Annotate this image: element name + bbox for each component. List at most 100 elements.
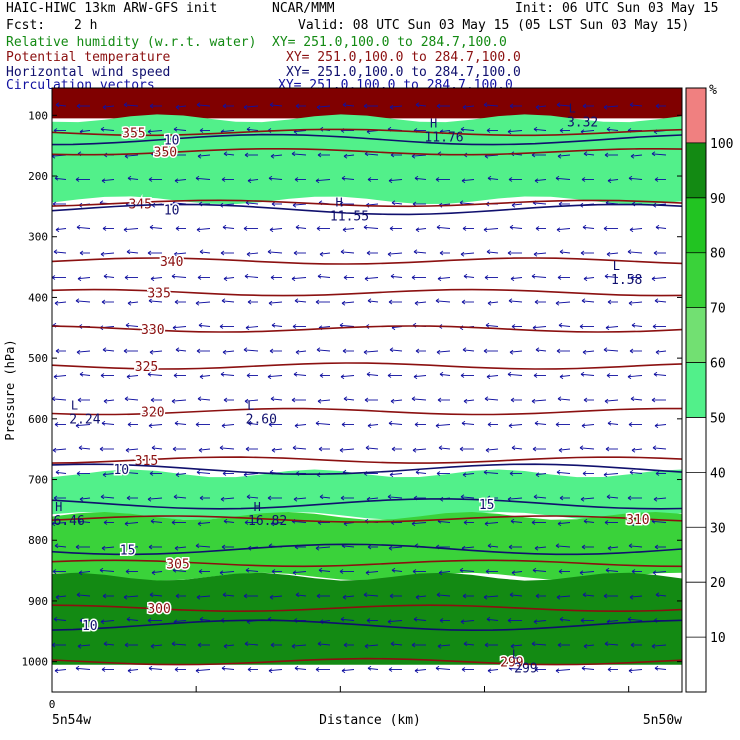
vector-arrow-head xyxy=(579,445,584,451)
vector-arrow-head xyxy=(535,472,540,478)
vector-arrow-head xyxy=(534,667,539,672)
vector-arrow xyxy=(318,326,331,329)
vector-arrow xyxy=(582,350,595,353)
vector-arrow xyxy=(75,667,91,670)
vector-arrow-head xyxy=(534,545,539,551)
vector-arrow-head xyxy=(292,570,297,576)
vector-arrow xyxy=(631,324,643,327)
vector-arrow-head xyxy=(387,494,392,500)
vector-arrow xyxy=(343,154,355,157)
vector-arrow-head xyxy=(77,643,82,649)
vector-arrow-head xyxy=(363,592,368,598)
vector-arrow xyxy=(459,202,475,205)
vector-arrow xyxy=(246,252,259,255)
vector-arrow xyxy=(653,497,667,500)
vector-arrow-head xyxy=(606,251,611,257)
vector-arrow xyxy=(651,644,667,647)
vector-arrow-head xyxy=(102,347,107,353)
vector-arrow-head xyxy=(535,593,540,599)
vector-arrow-head xyxy=(531,641,536,647)
vector-arrow-head xyxy=(245,567,250,573)
vector-arrow xyxy=(197,154,211,157)
vector-arrow xyxy=(628,545,643,548)
vector-arrow-head xyxy=(126,128,131,133)
vector-arrow-head xyxy=(654,298,659,304)
vector-arrow-head xyxy=(78,445,83,451)
y-tick-label: 100 xyxy=(28,109,48,122)
vector-arrow-head xyxy=(126,374,131,380)
vector-arrow xyxy=(79,497,91,500)
vector-arrow-head xyxy=(222,349,227,355)
vector-arrow-head xyxy=(271,322,276,328)
vector-arrow xyxy=(102,349,115,352)
vector-arrow-head xyxy=(387,251,392,257)
vector-arrow-head xyxy=(172,446,177,452)
vector-arrow-head xyxy=(79,371,84,377)
vector-arrow-head xyxy=(269,594,274,600)
vector-arrow-head xyxy=(437,643,442,649)
vector-arrow-head xyxy=(629,594,634,600)
vector-arrow-head xyxy=(555,422,560,427)
vector-arrow-head xyxy=(605,325,610,331)
vector-arrow-head xyxy=(294,298,299,304)
vector-arrow-head xyxy=(460,251,465,257)
vector-arrow-head xyxy=(653,371,658,377)
vector-arrow-head xyxy=(653,250,658,256)
vector-arrow xyxy=(127,669,139,672)
vector-arrow-head xyxy=(171,520,176,525)
vector-arrow-head xyxy=(604,641,609,647)
vector-arrow xyxy=(294,667,307,670)
vector-arrow xyxy=(607,422,619,425)
theta-contour-320 xyxy=(51,407,682,416)
vector-arrow-head xyxy=(270,275,275,280)
vector-arrow xyxy=(652,571,667,574)
colorbar-tick-label: 80 xyxy=(710,247,726,262)
vector-arrow-head xyxy=(175,104,180,110)
vector-arrow xyxy=(292,447,307,450)
vector-arrow xyxy=(293,497,307,500)
vector-arrow xyxy=(436,594,451,597)
vector-arrow xyxy=(531,399,547,402)
vector-arrow-head xyxy=(291,151,296,157)
colorbar-tick-label: 60 xyxy=(710,357,726,372)
vector-arrow-head xyxy=(247,299,252,305)
vector-arrow xyxy=(124,522,139,525)
vector-arrow-head xyxy=(507,618,512,623)
vector-arrow-head xyxy=(223,151,228,157)
vector-arrow xyxy=(507,373,523,376)
vector-arrow-head xyxy=(363,103,368,109)
vector-arrow-head xyxy=(197,642,202,648)
vector-arrow-head xyxy=(149,592,154,598)
vector-arrow-head xyxy=(103,398,108,404)
vector-arrow-head xyxy=(436,224,441,230)
vector-arrow xyxy=(78,571,91,574)
vector-arrow xyxy=(245,326,259,329)
vector-arrow-head xyxy=(413,616,418,622)
wind-contour-10 xyxy=(51,463,683,476)
vector-arrow-head xyxy=(195,543,200,549)
vector-arrow-head xyxy=(171,152,176,158)
vector-arrow-head xyxy=(319,494,324,500)
vector-arrow-head xyxy=(581,298,586,304)
vector-arrow xyxy=(606,620,619,623)
vector-arrow xyxy=(655,226,667,229)
vector-arrow-head xyxy=(220,371,225,377)
vector-arrow xyxy=(53,251,67,254)
vector-arrow-head xyxy=(315,420,320,426)
vector-arrow xyxy=(365,447,379,450)
vector-arrow-head xyxy=(583,151,588,157)
vector-arrow xyxy=(579,571,595,574)
vector-arrow-head xyxy=(438,445,443,451)
vector-arrow xyxy=(510,277,523,280)
vector-arrow-head xyxy=(559,128,564,133)
vector-arrow-head xyxy=(414,175,419,181)
vector-arrow-head xyxy=(415,227,420,233)
vector-arrow-head xyxy=(507,371,512,377)
theta-contour-345 xyxy=(51,199,683,208)
vector-arrow-head xyxy=(508,665,513,671)
wind-contour-15 xyxy=(51,543,683,556)
vector-arrow xyxy=(51,398,67,401)
vector-arrow-head xyxy=(463,273,468,279)
vector-arrow-head xyxy=(413,249,418,255)
vector-arrow xyxy=(387,252,403,255)
